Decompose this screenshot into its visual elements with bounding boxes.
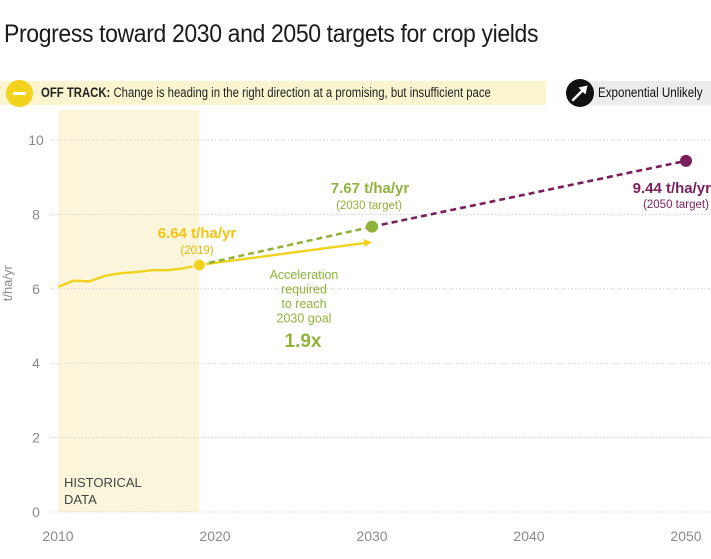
- historical-band: [58, 110, 200, 512]
- status-text: OFF TRACK: Change is heading in the righ…: [41, 85, 491, 100]
- target-2030-point: [366, 220, 378, 233]
- y-tick-label: 4: [32, 355, 40, 371]
- target-2050-point: [680, 154, 692, 167]
- target-2030-value-label: 7.67 t/ha/yr: [331, 180, 410, 197]
- y-tick-label: 0: [32, 504, 40, 520]
- trend-label: Exponential Unlikely: [598, 85, 703, 100]
- acceleration-text: 2030 goal: [277, 312, 332, 326]
- x-tick-label: 2010: [42, 528, 73, 544]
- status-banner: [0, 81, 546, 105]
- arrow-up-right-icon: [566, 79, 594, 107]
- target-2050-value-label: 9.44 t/ha/yr: [633, 180, 711, 197]
- status-label: OFF TRACK:: [41, 85, 111, 100]
- path-to-2050-line: [371, 159, 687, 228]
- target-2030-note: (2030 target): [336, 200, 402, 212]
- acceleration-value: 1.9x: [285, 331, 322, 352]
- historical-band-label: HISTORICAL: [64, 475, 142, 490]
- y-axis-label: t/ha/yr: [0, 264, 15, 301]
- acceleration-text: Acceleration: [270, 268, 339, 282]
- y-tick-label: 6: [32, 281, 40, 297]
- trend-banner: [578, 81, 711, 105]
- off-track-icon: [6, 80, 33, 107]
- x-tick-label: 2040: [513, 528, 544, 544]
- y-tick-label: 2: [32, 430, 40, 446]
- current-year-label: (2019): [180, 245, 213, 257]
- acceleration-text: required: [281, 283, 327, 297]
- historical-band-label: DATA: [64, 492, 97, 507]
- acceleration-text: to reach: [281, 297, 326, 311]
- historical-series-line: [57, 263, 200, 289]
- y-tick-label: 8: [32, 206, 40, 222]
- x-tick-label: 2050: [670, 528, 701, 544]
- y-tick-label: 10: [28, 132, 44, 148]
- current-value-label: 6.64 t/ha/yr: [158, 225, 237, 242]
- chart-title: Progress toward 2030 and 2050 targets fo…: [4, 20, 539, 48]
- current-value-point: [192, 258, 206, 272]
- x-tick-label: 2030: [356, 528, 387, 544]
- status-description: Change is heading in the right direction…: [113, 85, 491, 100]
- current-trend-line: [199, 239, 372, 267]
- target-2050-note: (2050 target): [643, 199, 709, 211]
- x-tick-label: 2020: [199, 528, 230, 544]
